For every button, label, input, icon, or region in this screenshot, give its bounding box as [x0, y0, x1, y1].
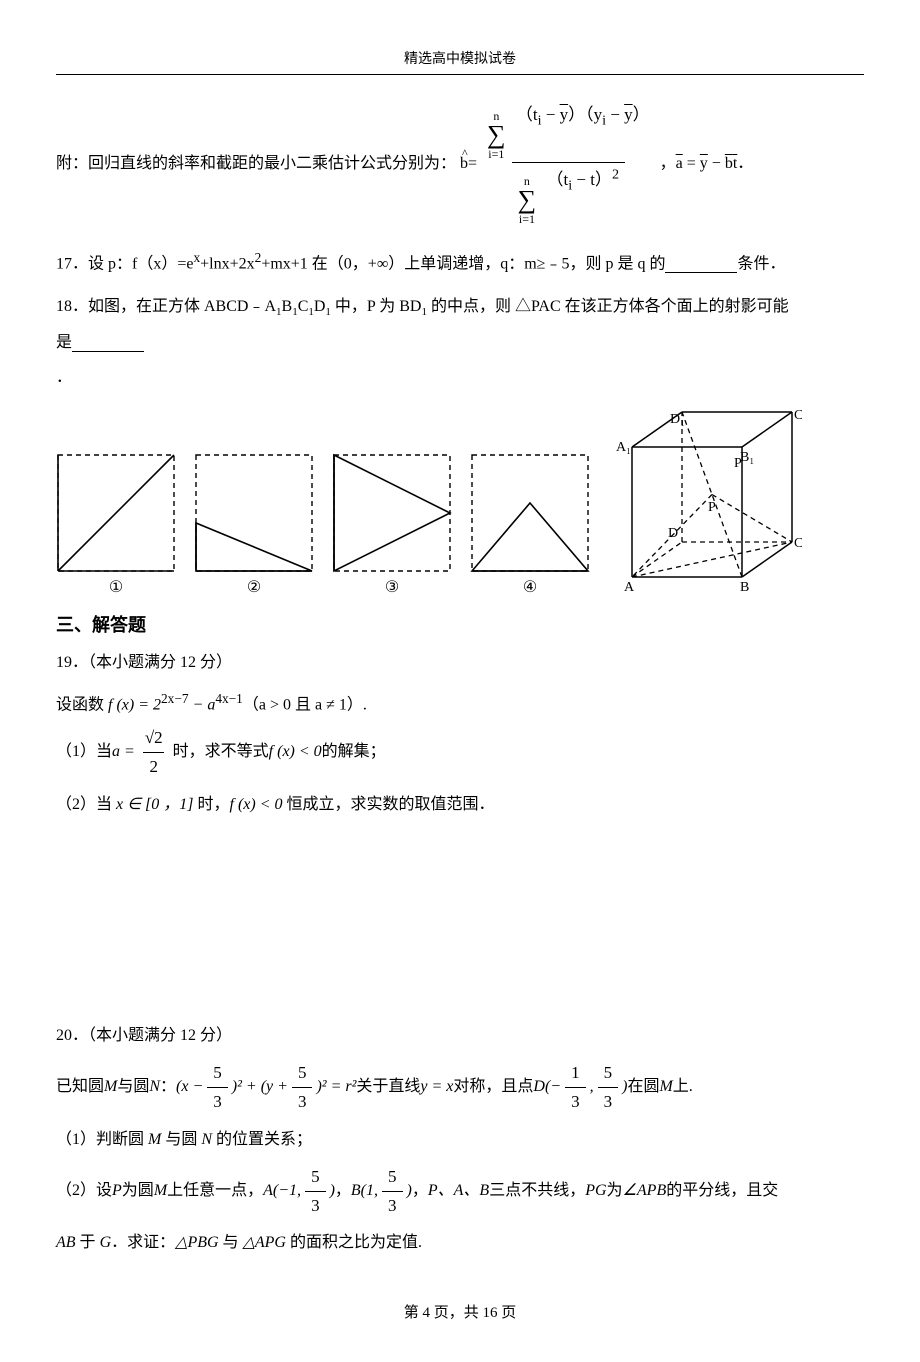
section-3-title: 三、解答题: [56, 611, 864, 637]
b-hat: ^b: [460, 153, 468, 175]
cube-label-P2: P: [708, 500, 716, 515]
cube-label-D1: D₁: [670, 412, 685, 427]
cube-label-B: B: [740, 580, 749, 595]
cube-label-A1: A₁: [616, 440, 631, 455]
figure-1: ①: [56, 453, 176, 597]
question-19-part1: （1）当 a = √2 2 时，求不等式 f (x) < 0 的解集；: [56, 726, 864, 779]
figure-cube: A B C D A₁ B₁ C₁ D₁ P P: [612, 407, 802, 597]
figure-2: ②: [194, 453, 314, 597]
q18-blank: [72, 334, 144, 352]
blank-space: [56, 830, 864, 1010]
regression-fraction: n ∑ i=1 （ti − y）（yi − y） n ∑ i=1 （ti − t…: [481, 103, 656, 225]
question-17: 17．设 p：f（x）=ex+lnx+2x2+mx+1 在（0，+∞）上单调递增…: [56, 243, 864, 282]
page-header: 精选高中模拟试卷: [56, 48, 864, 75]
cube-label-D: D: [668, 526, 678, 541]
eq-sign: =: [468, 153, 477, 175]
cube-label-B1: B₁: [740, 450, 754, 465]
figure-4: ④: [470, 453, 590, 597]
question-19-line1: 19．（本小题满分 12 分）: [56, 645, 864, 680]
cube-label-P1: P: [734, 456, 742, 471]
q17-blank: [665, 255, 737, 273]
question-20-part2: （2）设 P 为圆 M 上任意一点， A(−1, 53 )， B(1, 53 )…: [56, 1165, 864, 1218]
page-footer: 第 4 页，共 16 页: [56, 1301, 864, 1322]
question-20-part1: （1）判断圆 M 与圆 N 的位置关系；: [56, 1122, 864, 1157]
question-19-part2: （2）当 x ∈ [0 ，1] 时，f (x) < 0 恒成立，求实数的取值范围…: [56, 787, 864, 822]
question-18: 18．如图，在正方体 ABCD﹣A1B1C1D1 中，P 为 BD1 的中点，则…: [56, 289, 864, 395]
regression-formula: 附：回归直线的斜率和截距的最小二乘估计公式分别为： ^b = n ∑ i=1 （…: [56, 103, 864, 225]
question-20-line1: 20．（本小题满分 12 分）: [56, 1018, 864, 1053]
question-20-part2b: AB 于 G．求证：△PBG 与 △APG 的面积之比为定值.: [56, 1225, 864, 1260]
regression-comma: ，: [660, 153, 676, 175]
q18-figures: ① ② ③: [56, 407, 864, 597]
regression-lead: 附：回归直线的斜率和截距的最小二乘估计公式分别为：: [56, 153, 456, 175]
question-20-line2: 已知圆 M 与圆 N ： (x − 53 )² + (y + 53 )² = r…: [56, 1061, 864, 1114]
figure-3: ③: [332, 453, 452, 597]
regression-a-expr: a = y − bt．: [676, 153, 754, 175]
cube-label-C: C: [794, 536, 802, 551]
question-19-line2: 设函数 f (x) = 22x−7 − a4x−1（a > 0 且 a ≠ 1）…: [56, 688, 864, 718]
cube-label-A: A: [624, 580, 635, 595]
cube-label-C1: C₁: [794, 408, 802, 423]
